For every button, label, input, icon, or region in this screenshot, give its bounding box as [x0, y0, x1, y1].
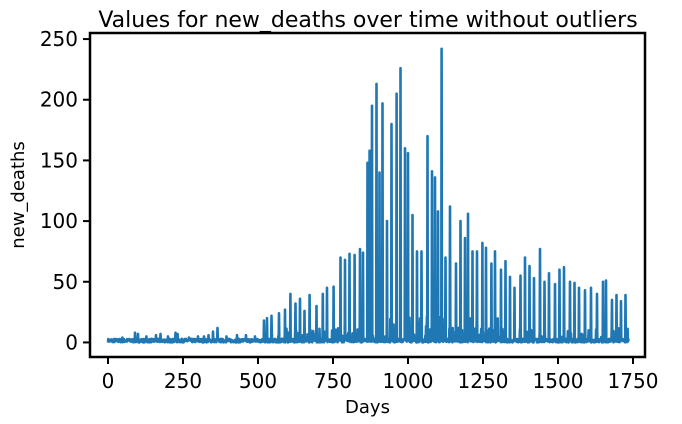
- x-tick-label: 1250: [458, 369, 509, 393]
- x-tick-label: 500: [239, 369, 277, 393]
- x-tick-label: 250: [164, 369, 202, 393]
- y-tick-label: 150: [40, 148, 78, 172]
- x-tick-label: 1500: [533, 369, 584, 393]
- y-tick-label: 0: [65, 330, 78, 354]
- x-axis: 0 250 500 750 1000 1250 1500 1750: [102, 357, 659, 393]
- y-tick-label: 50: [53, 270, 78, 294]
- y-axis: 0 50 100 150 200 250: [40, 27, 90, 354]
- x-tick-label: 750: [314, 369, 352, 393]
- y-tick-label: 200: [40, 88, 78, 112]
- series-line: [106, 47, 630, 344]
- chart-title: Values for new_deaths over time without …: [98, 8, 637, 33]
- x-tick-label: 1750: [608, 369, 659, 393]
- plot-area: [106, 47, 630, 344]
- y-tick-label: 100: [40, 209, 78, 233]
- y-tick-label: 250: [40, 27, 78, 51]
- x-axis-label: Days: [345, 397, 390, 418]
- y-axis-label: new_deaths: [8, 141, 29, 249]
- x-tick-label: 0: [102, 369, 115, 393]
- plot-frame: [88, 31, 647, 359]
- x-tick-label: 1000: [383, 369, 434, 393]
